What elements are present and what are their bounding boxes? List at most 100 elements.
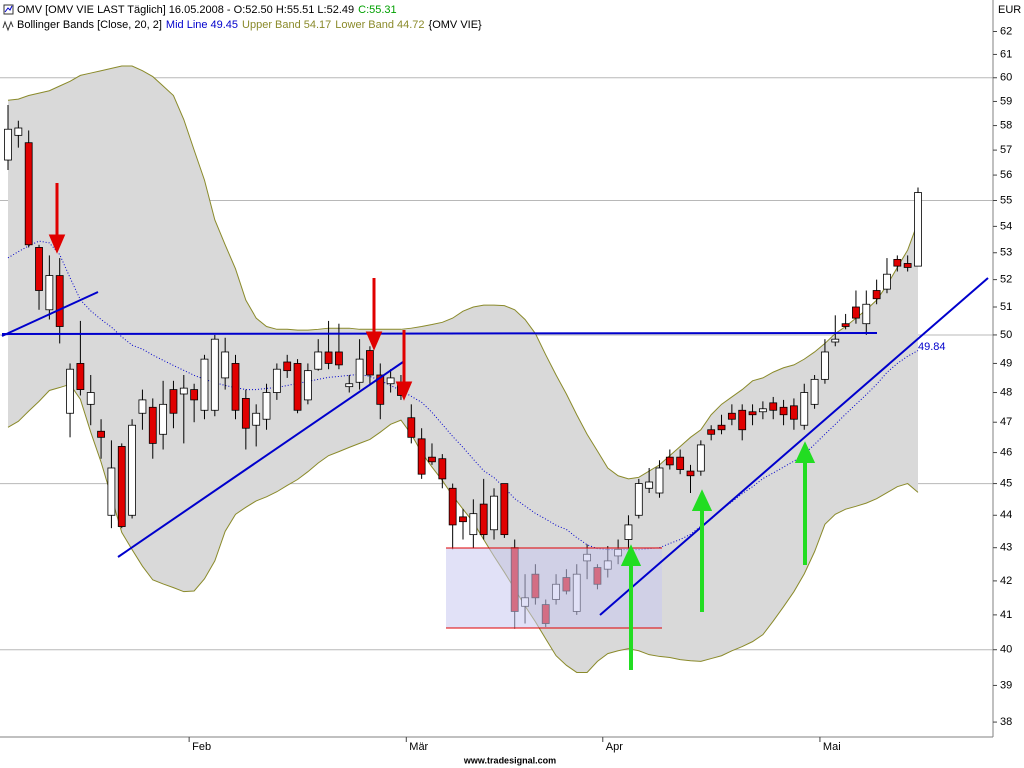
- candle-body: [86, 392, 95, 405]
- candle-body: [696, 444, 705, 472]
- candle-body: [324, 351, 333, 364]
- candle-body: [727, 412, 736, 420]
- y-tick-label: 59: [1000, 95, 1012, 107]
- y-tick-label: 49: [1000, 357, 1012, 369]
- candle-body: [676, 456, 685, 470]
- candle-body: [345, 383, 354, 388]
- legend: Bollinger Bands [Close, 20, 2] Mid Line 49…: [17, 19, 482, 31]
- trend-line: [599, 277, 989, 616]
- candle-body: [500, 483, 509, 536]
- candle-body: [210, 338, 219, 411]
- drawings: 49.84: [1, 183, 989, 670]
- candle-body: [262, 392, 271, 420]
- candle-body: [459, 516, 467, 523]
- candle-body: [241, 398, 250, 429]
- candle-body: [14, 127, 23, 136]
- candle-body: [634, 483, 643, 516]
- candle-body: [148, 406, 157, 444]
- candle-body: [66, 368, 74, 414]
- candle-body: [831, 338, 840, 343]
- candle-body: [314, 351, 323, 370]
- candle-body: [707, 429, 716, 435]
- arrow-head: [395, 381, 413, 401]
- chart-icon-line: [4, 5, 13, 13]
- candle-body: [841, 323, 850, 327]
- candle-body: [490, 495, 498, 531]
- candle-body: [138, 399, 147, 414]
- candle-body: [645, 481, 654, 489]
- y-tick-label: 43: [1000, 542, 1012, 554]
- arrow-head: [365, 331, 383, 351]
- arrow-head: [794, 441, 816, 463]
- candle-body: [221, 351, 230, 379]
- candle-body: [914, 192, 922, 267]
- candle-body: [169, 389, 178, 414]
- candle-body: [231, 363, 240, 411]
- y-tick-label: 58: [1000, 119, 1012, 131]
- candle-body: [852, 306, 860, 319]
- candle-body: [97, 430, 105, 438]
- candle-body: [407, 417, 416, 438]
- source: www.tradesignal.com: [463, 755, 556, 765]
- candle-body: [758, 408, 767, 413]
- candle-body: [479, 503, 488, 536]
- candle-body: [366, 350, 374, 376]
- candle-body: [883, 273, 891, 290]
- series-line: [7, 65, 919, 480]
- y-tick-label: 53: [1000, 247, 1012, 259]
- y-tick-label: 62: [1000, 25, 1012, 37]
- candle-body: [190, 389, 199, 401]
- legend-label: Mid Line: [166, 19, 208, 31]
- candle-body: [790, 405, 798, 420]
- candle-body: [386, 377, 395, 385]
- series-line: [7, 240, 919, 551]
- legend-value: 54.17: [304, 19, 332, 31]
- candle-body: [107, 467, 116, 516]
- candle-body: [748, 411, 757, 416]
- y-tick-label: 39: [1000, 679, 1012, 691]
- candle-body: [872, 290, 881, 300]
- candle-body: [272, 368, 281, 393]
- candle-body: [117, 446, 126, 527]
- y-tick-label: 52: [1000, 274, 1012, 286]
- indicator-icon: [2, 20, 14, 32]
- candle-body: [893, 259, 902, 267]
- x-tick-label: Mär: [409, 741, 428, 753]
- trend-line: [1, 291, 99, 337]
- y-tick-label: 51: [1000, 301, 1012, 313]
- title-text: OMV [OMV VIE LAST Täglich] 16.05.2008 - …: [17, 4, 354, 16]
- legend-label: Lower Band: [335, 19, 394, 31]
- y-tick-label: 56: [1000, 169, 1012, 181]
- y-tick-label: 60: [1000, 72, 1012, 84]
- y-tick-label: 42: [1000, 575, 1012, 587]
- title-close: C:55.31: [358, 4, 397, 16]
- arrow-head: [691, 489, 713, 511]
- y-tick-label: 57: [1000, 144, 1012, 156]
- candle-body: [179, 387, 188, 395]
- buy-arrows: [620, 441, 816, 670]
- candle-body: [4, 128, 12, 161]
- candle-body: [335, 351, 343, 366]
- candle-body: [665, 456, 674, 466]
- legend-value: 44.72: [397, 19, 425, 31]
- candle-body: [76, 363, 85, 390]
- candle-body: [159, 403, 168, 435]
- candle-body: [800, 392, 809, 426]
- candle-body: [903, 263, 912, 268]
- legend-value: 49.45: [211, 19, 239, 31]
- header: OMV [OMV VIE LAST Täglich] 16.05.2008 - …: [2, 4, 482, 32]
- legend-label: Upper Band: [242, 19, 301, 31]
- candle-body: [448, 487, 457, 526]
- y-tick-label: 38: [1000, 716, 1012, 728]
- sell-arrows: [48, 183, 413, 401]
- candle-body: [376, 374, 385, 405]
- y-tick-label: 45: [1000, 477, 1012, 489]
- chart-title: OMV [OMV VIE LAST Täglich] 16.05.2008 - …: [17, 4, 397, 16]
- trend-line: [117, 361, 404, 558]
- band-fill: [8, 66, 918, 673]
- y-tick-label: 40: [1000, 644, 1012, 656]
- candle-body: [655, 467, 664, 494]
- y-tick-label: 44: [1000, 509, 1012, 521]
- y-tick-label: 48: [1000, 386, 1012, 398]
